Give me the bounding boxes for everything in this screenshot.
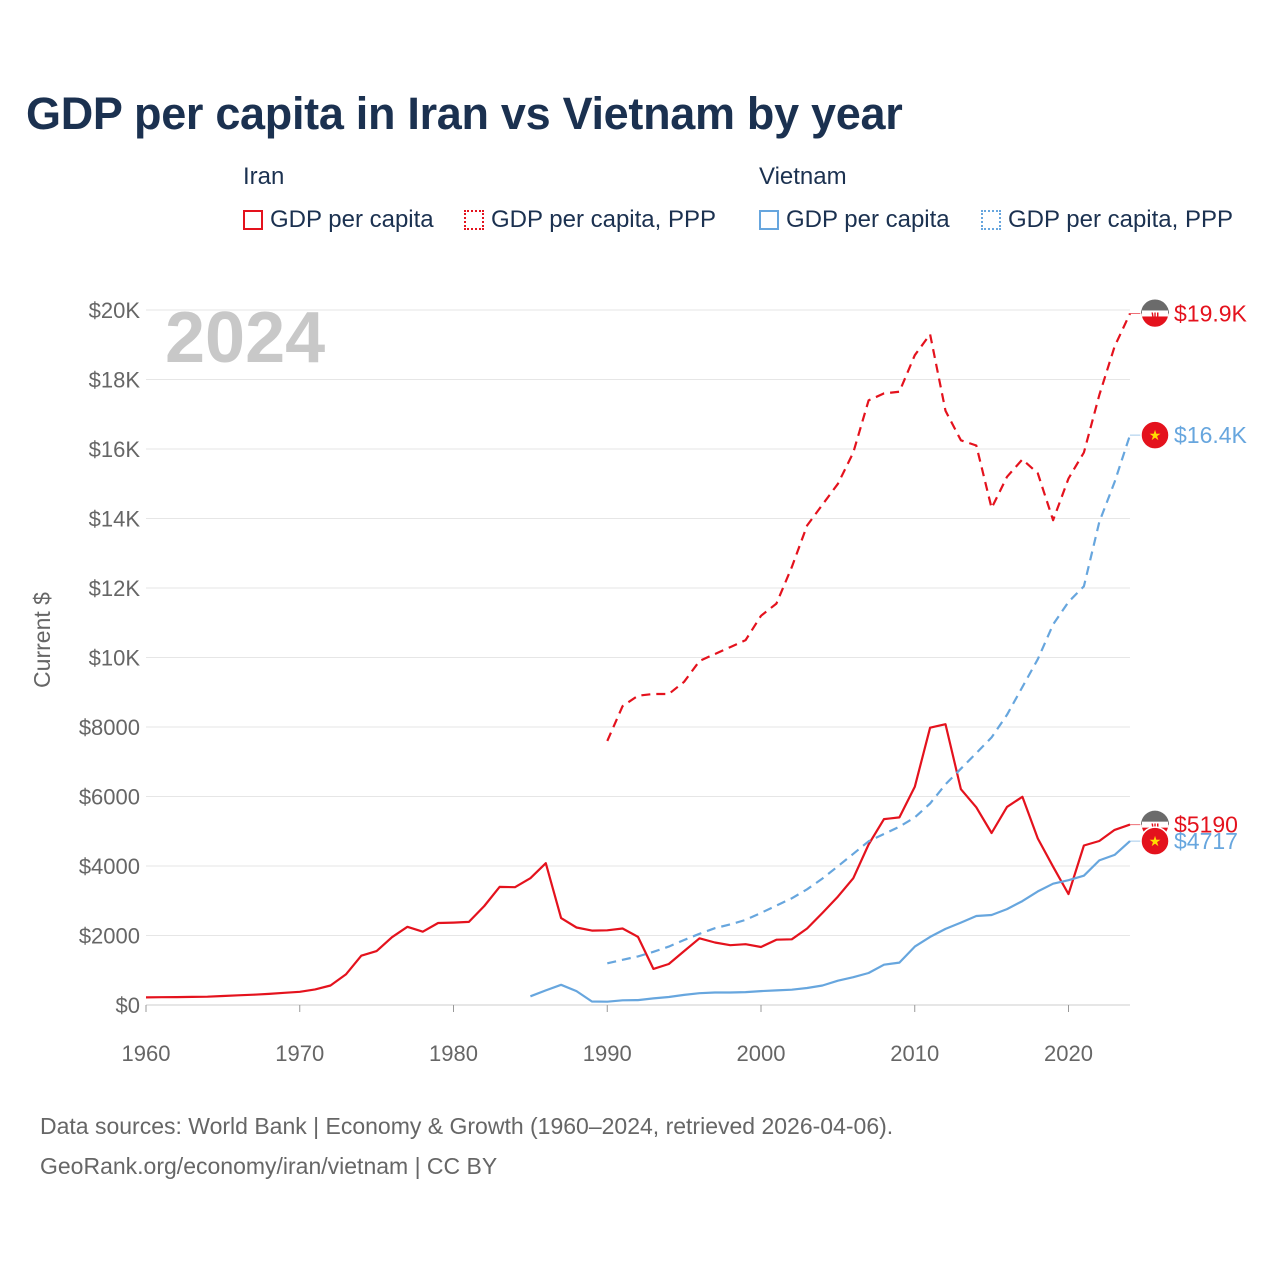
end-value-label: $16.4K bbox=[1174, 422, 1248, 448]
y-tick-label: $0 bbox=[116, 993, 140, 1018]
x-tick-label: 1980 bbox=[429, 1041, 478, 1066]
footer: Data sources: World Bank | Economy & Gro… bbox=[40, 1106, 893, 1186]
end-value-label: $4717 bbox=[1174, 828, 1238, 854]
legend-item-vietnam-gdp[interactable]: GDP per capita bbox=[759, 204, 950, 236]
iran-flag-white-band bbox=[1142, 821, 1168, 828]
legend-label: GDP per capita bbox=[786, 206, 950, 233]
end-value-label: $19.9K bbox=[1174, 300, 1248, 326]
chart-title: GDP per capita in Iran vs Vietnam by yea… bbox=[26, 88, 903, 139]
legend-swatch-dotted-red bbox=[464, 210, 484, 230]
legend-item-iran-gdp-ppp[interactable]: GDP per capita, PPP bbox=[464, 204, 716, 236]
iran-flag-stripe bbox=[1141, 810, 1169, 825]
year-watermark: 2024 bbox=[165, 298, 325, 378]
data-sources-note: Data sources: World Bank | Economy & Gro… bbox=[40, 1113, 894, 1139]
iran-flag-stripe bbox=[1141, 299, 1169, 314]
legend-label: GDP per capita, PPP bbox=[1008, 206, 1233, 233]
vietnam-flag-icon bbox=[1140, 826, 1170, 856]
series-line-iran-ppp bbox=[606, 313, 1131, 742]
grid-lines bbox=[146, 309, 1130, 1006]
x-tick-label: 1960 bbox=[122, 1041, 171, 1066]
series-line-iran-gdp bbox=[145, 723, 1131, 999]
y-tick-label: $14K bbox=[89, 507, 141, 532]
y-tick-label: $6000 bbox=[79, 785, 140, 810]
legend-item-iran-gdp[interactable]: GDP per capita bbox=[243, 204, 434, 236]
y-tick-label: $20K bbox=[89, 298, 141, 323]
series-line-vietnam-ppp bbox=[607, 434, 1132, 965]
x-tick-label: 2010 bbox=[890, 1041, 939, 1066]
legend-swatch-solid-red bbox=[243, 210, 263, 230]
x-tick-label: 1970 bbox=[275, 1041, 324, 1066]
y-tick-label: $8000 bbox=[79, 715, 140, 740]
legend-label: GDP per capita, PPP bbox=[491, 206, 716, 233]
iran-emblem-icon: ѱ bbox=[1151, 309, 1159, 321]
legend-group-vietnam: Vietnam bbox=[759, 163, 847, 190]
line-chart: $0 $2000 $4000 $6000 $8000 $10K $12K $14K $16K $1… bbox=[29, 298, 1248, 1066]
y-tick-label: $18K bbox=[89, 368, 141, 393]
y-tick-label: $16K bbox=[89, 437, 141, 462]
y-tick-label: $2000 bbox=[79, 924, 140, 949]
vietnam-star-icon: ★ bbox=[1149, 427, 1162, 443]
y-axis-ticks: $0 $2000 $4000 $6000 $8000 $10K $12K $14K $16K $1… bbox=[79, 298, 141, 1018]
y-tick-label: $4000 bbox=[79, 854, 140, 879]
legend-swatch-dotted-blue bbox=[981, 210, 1001, 230]
series-lines bbox=[145, 313, 1132, 1003]
legend-label: GDP per capita bbox=[270, 206, 434, 233]
y-tick-label: $10K bbox=[89, 646, 141, 671]
x-tick-label: 1990 bbox=[583, 1041, 632, 1066]
vietnam-star-icon: ★ bbox=[1149, 833, 1162, 849]
x-tick-label: 2000 bbox=[737, 1041, 786, 1066]
iran-flag-white-band bbox=[1142, 310, 1168, 317]
legend-item-vietnam-gdp-ppp[interactable]: GDP per capita, PPP bbox=[981, 204, 1233, 236]
x-axis-ticks: 1960 1970 1980 1990 2000 2010 2020 bbox=[122, 1005, 1093, 1066]
end-value-label: $5190 bbox=[1174, 812, 1238, 838]
legend-swatch-solid-blue bbox=[759, 210, 779, 230]
x-tick-label: 2020 bbox=[1044, 1041, 1093, 1066]
legend-group-iran: Iran bbox=[243, 163, 285, 190]
y-tick-label: $12K bbox=[89, 576, 141, 601]
series-line-vietnam-gdp bbox=[530, 840, 1131, 1003]
y-axis-label: Current $ bbox=[29, 592, 55, 688]
source-link[interactable]: GeoRank.org/economy/iran/vietnam | CC BY bbox=[40, 1153, 498, 1179]
vietnam-flag-icon bbox=[1140, 420, 1170, 450]
